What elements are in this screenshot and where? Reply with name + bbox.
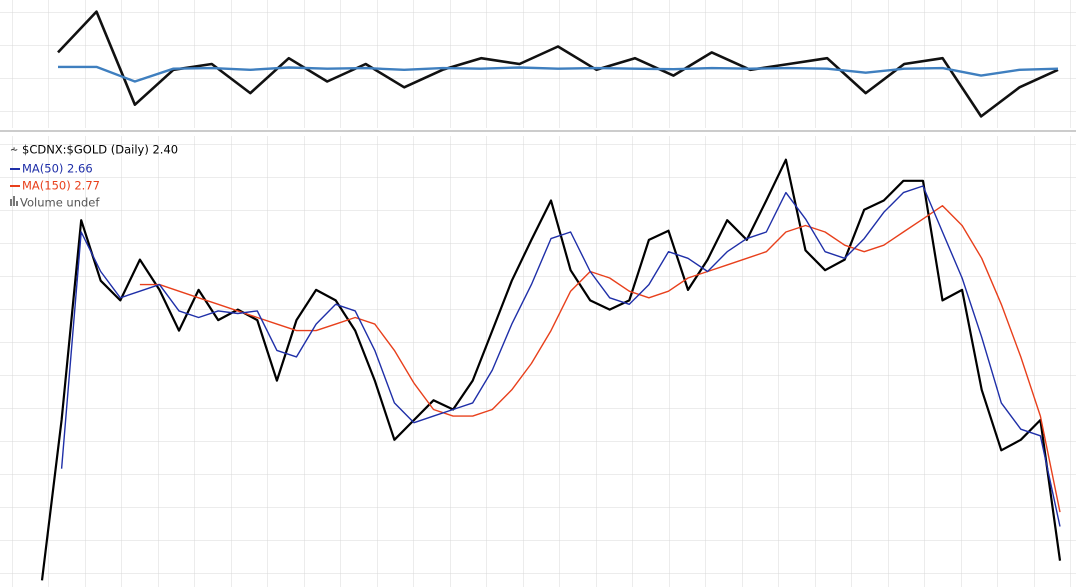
volume-icon (16, 201, 18, 206)
lower-panel-grid (0, 136, 1076, 587)
legend-icon: ⩪ (10, 145, 18, 156)
upper-panel-grid (0, 0, 1076, 128)
legend: ⩪ $CDNX:$GOLD (Daily) 2.40 MA(50) 2.66 M… (10, 143, 178, 210)
series-line (139, 205, 1061, 513)
legend-entry: MA(50) 2.66 (22, 162, 93, 176)
price-panel (40, 158, 1062, 581)
volume-icon (10, 199, 12, 206)
series-line (60, 185, 1061, 527)
series-line (58, 65, 1059, 83)
series-line (40, 158, 1062, 581)
chart-title: $CDNX:$GOLD (Daily) 2.40 (22, 143, 178, 157)
indicator-panel (57, 10, 1059, 118)
legend-entry: MA(150) 2.77 (22, 179, 100, 193)
legend-entry: Volume undef (20, 196, 100, 210)
volume-icon (13, 196, 15, 206)
series-line (57, 10, 1059, 118)
